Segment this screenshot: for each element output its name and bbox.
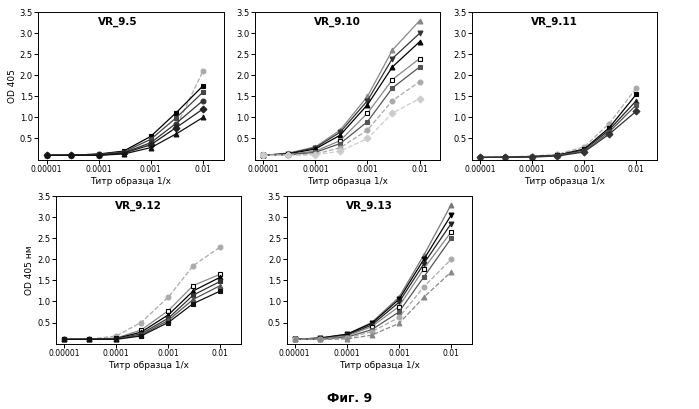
X-axis label: Титр образца 1/x: Титр образца 1/x (108, 361, 189, 370)
Y-axis label: OD 405 нм: OD 405 нм (25, 245, 34, 295)
Text: VR_9.13: VR_9.13 (346, 201, 393, 211)
X-axis label: Титр образца 1/x: Титр образца 1/x (308, 177, 388, 186)
Text: VR_9.11: VR_9.11 (531, 17, 578, 27)
Text: VR_9.5: VR_9.5 (98, 17, 137, 27)
X-axis label: Титр образца 1/x: Титр образца 1/x (91, 177, 171, 186)
X-axis label: Титр образца 1/x: Титр образца 1/x (524, 177, 605, 186)
X-axis label: Титр образца 1/x: Титр образца 1/x (339, 361, 419, 370)
Text: VR_9.10: VR_9.10 (315, 17, 361, 27)
Text: Фиг. 9: Фиг. 9 (327, 392, 372, 405)
Text: VR_9.12: VR_9.12 (115, 201, 162, 211)
Y-axis label: OD 405: OD 405 (8, 69, 17, 103)
